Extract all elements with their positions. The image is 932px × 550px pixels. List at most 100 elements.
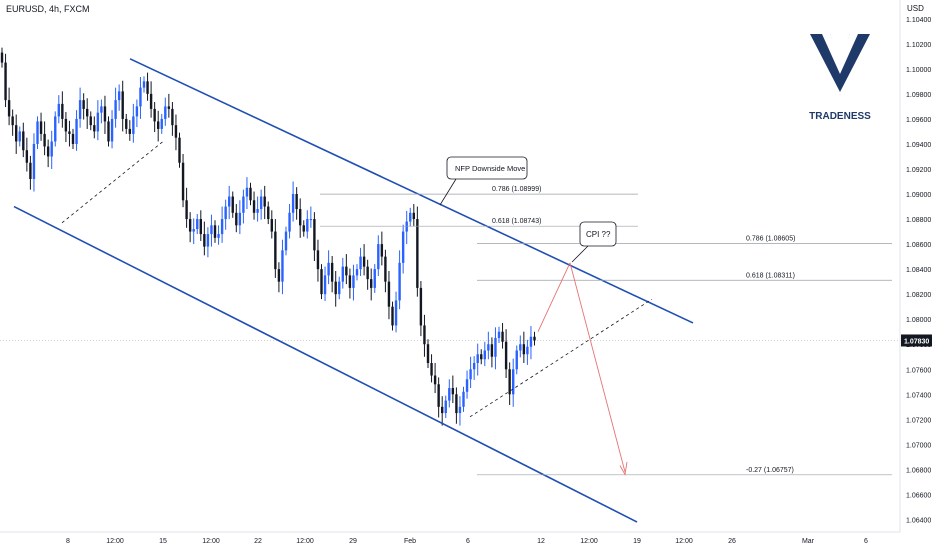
y-tick-label: 1.09000: [906, 192, 931, 199]
candle-body: [330, 262, 334, 282]
y-tick-label: 1.09200: [906, 167, 931, 174]
candle-body: [348, 275, 352, 288]
candle-body: [32, 143, 36, 180]
candle-body: [29, 162, 32, 180]
candle-body: [103, 106, 107, 122]
candle-body: [529, 336, 533, 347]
candle-body: [15, 125, 18, 142]
y-tick-label: 1.08200: [906, 292, 931, 299]
candle-body: [181, 162, 185, 201]
y-tick-label: 1.07600: [906, 367, 931, 374]
candle-body: [213, 225, 217, 238]
candle-body: [167, 106, 171, 109]
candle-body: [416, 219, 419, 288]
candle-body: [82, 100, 85, 109]
candle-body: [107, 121, 110, 142]
y-tick-label: 1.07000: [906, 442, 931, 449]
candle-body: [22, 131, 25, 151]
candle-body: [394, 300, 398, 326]
candle-body: [256, 209, 259, 213]
candle-body: [235, 212, 238, 226]
candle-body: [78, 100, 82, 119]
candle-body: [43, 133, 46, 147]
candle-body: [75, 118, 78, 144]
candle-body: [0, 52, 4, 63]
candle-body: [302, 225, 305, 232]
candle-body: [25, 150, 29, 163]
support-dashed-line: [469, 298, 653, 418]
x-tick-label: 15: [159, 538, 167, 545]
candle-body: [199, 219, 202, 235]
candle-body: [61, 103, 64, 119]
candle-body: [370, 279, 373, 288]
candle-body: [128, 128, 131, 134]
candle-body: [412, 212, 415, 220]
candle-body: [433, 375, 437, 385]
candle-body: [472, 363, 476, 370]
x-tick-label: 6: [864, 538, 868, 545]
last-price-label: 1.07830: [904, 338, 929, 345]
candle-body: [231, 196, 234, 213]
candle-body: [377, 244, 380, 270]
candle-body: [267, 206, 270, 220]
candle-body: [68, 131, 71, 134]
candle-body: [483, 350, 486, 360]
candle-body: [401, 231, 405, 263]
x-tick-label: 12: [537, 538, 545, 545]
candle-body: [39, 121, 43, 134]
y-tick-label: 1.10000: [906, 67, 931, 74]
candle-body: [391, 306, 394, 326]
candle-body: [387, 281, 391, 307]
candle-body: [249, 187, 252, 201]
candle-body: [277, 269, 281, 282]
projection-down-line: [569, 262, 626, 473]
y-tick-label: 1.10400: [906, 17, 931, 24]
candle-body: [64, 118, 68, 132]
candle-body: [313, 219, 316, 251]
candle-body: [57, 103, 60, 117]
candle-body: [288, 212, 291, 232]
candle-body: [4, 62, 7, 101]
x-tick-label: Mar: [802, 538, 815, 545]
candle-body: [299, 209, 302, 226]
candle-body: [295, 194, 298, 210]
candle-body: [504, 341, 508, 370]
candle-body: [224, 206, 227, 220]
x-tick-label: 29: [349, 538, 357, 545]
candle-body: [160, 118, 163, 129]
candle-body: [455, 394, 458, 414]
candle-body: [497, 331, 501, 338]
candle-body: [203, 234, 206, 247]
y-tick-label: 1.10200: [906, 42, 931, 49]
candle-body: [7, 100, 11, 117]
candle-body: [206, 234, 210, 247]
candle-body: [89, 116, 92, 126]
candle-body: [220, 219, 224, 235]
candle-body: [327, 262, 330, 276]
candle-body: [96, 112, 100, 132]
candle-body: [405, 221, 408, 232]
candle-body: [494, 337, 497, 357]
candle-body: [359, 256, 362, 270]
nfp-callout-pointer: [439, 178, 457, 206]
candle-body: [18, 131, 21, 142]
y-tick-label: 1.08400: [906, 267, 931, 274]
candle-body: [355, 269, 359, 276]
candle-body: [519, 344, 522, 351]
projection-up-line: [537, 262, 571, 332]
candle-body: [146, 81, 149, 94]
candle-body: [274, 231, 277, 270]
candle-body: [426, 344, 430, 364]
candle-body: [441, 406, 444, 414]
candle-body: [338, 281, 341, 295]
candle-body: [135, 106, 139, 117]
candle-body: [480, 354, 483, 360]
currency-label: USD: [907, 4, 924, 13]
candle-body: [309, 219, 313, 221]
projection-arrowhead: [619, 461, 628, 476]
x-tick-label: 12:00: [675, 538, 693, 545]
candle-body: [210, 225, 213, 235]
candle-body: [508, 369, 511, 395]
candle-body: [291, 194, 295, 213]
candle-body: [458, 406, 462, 414]
